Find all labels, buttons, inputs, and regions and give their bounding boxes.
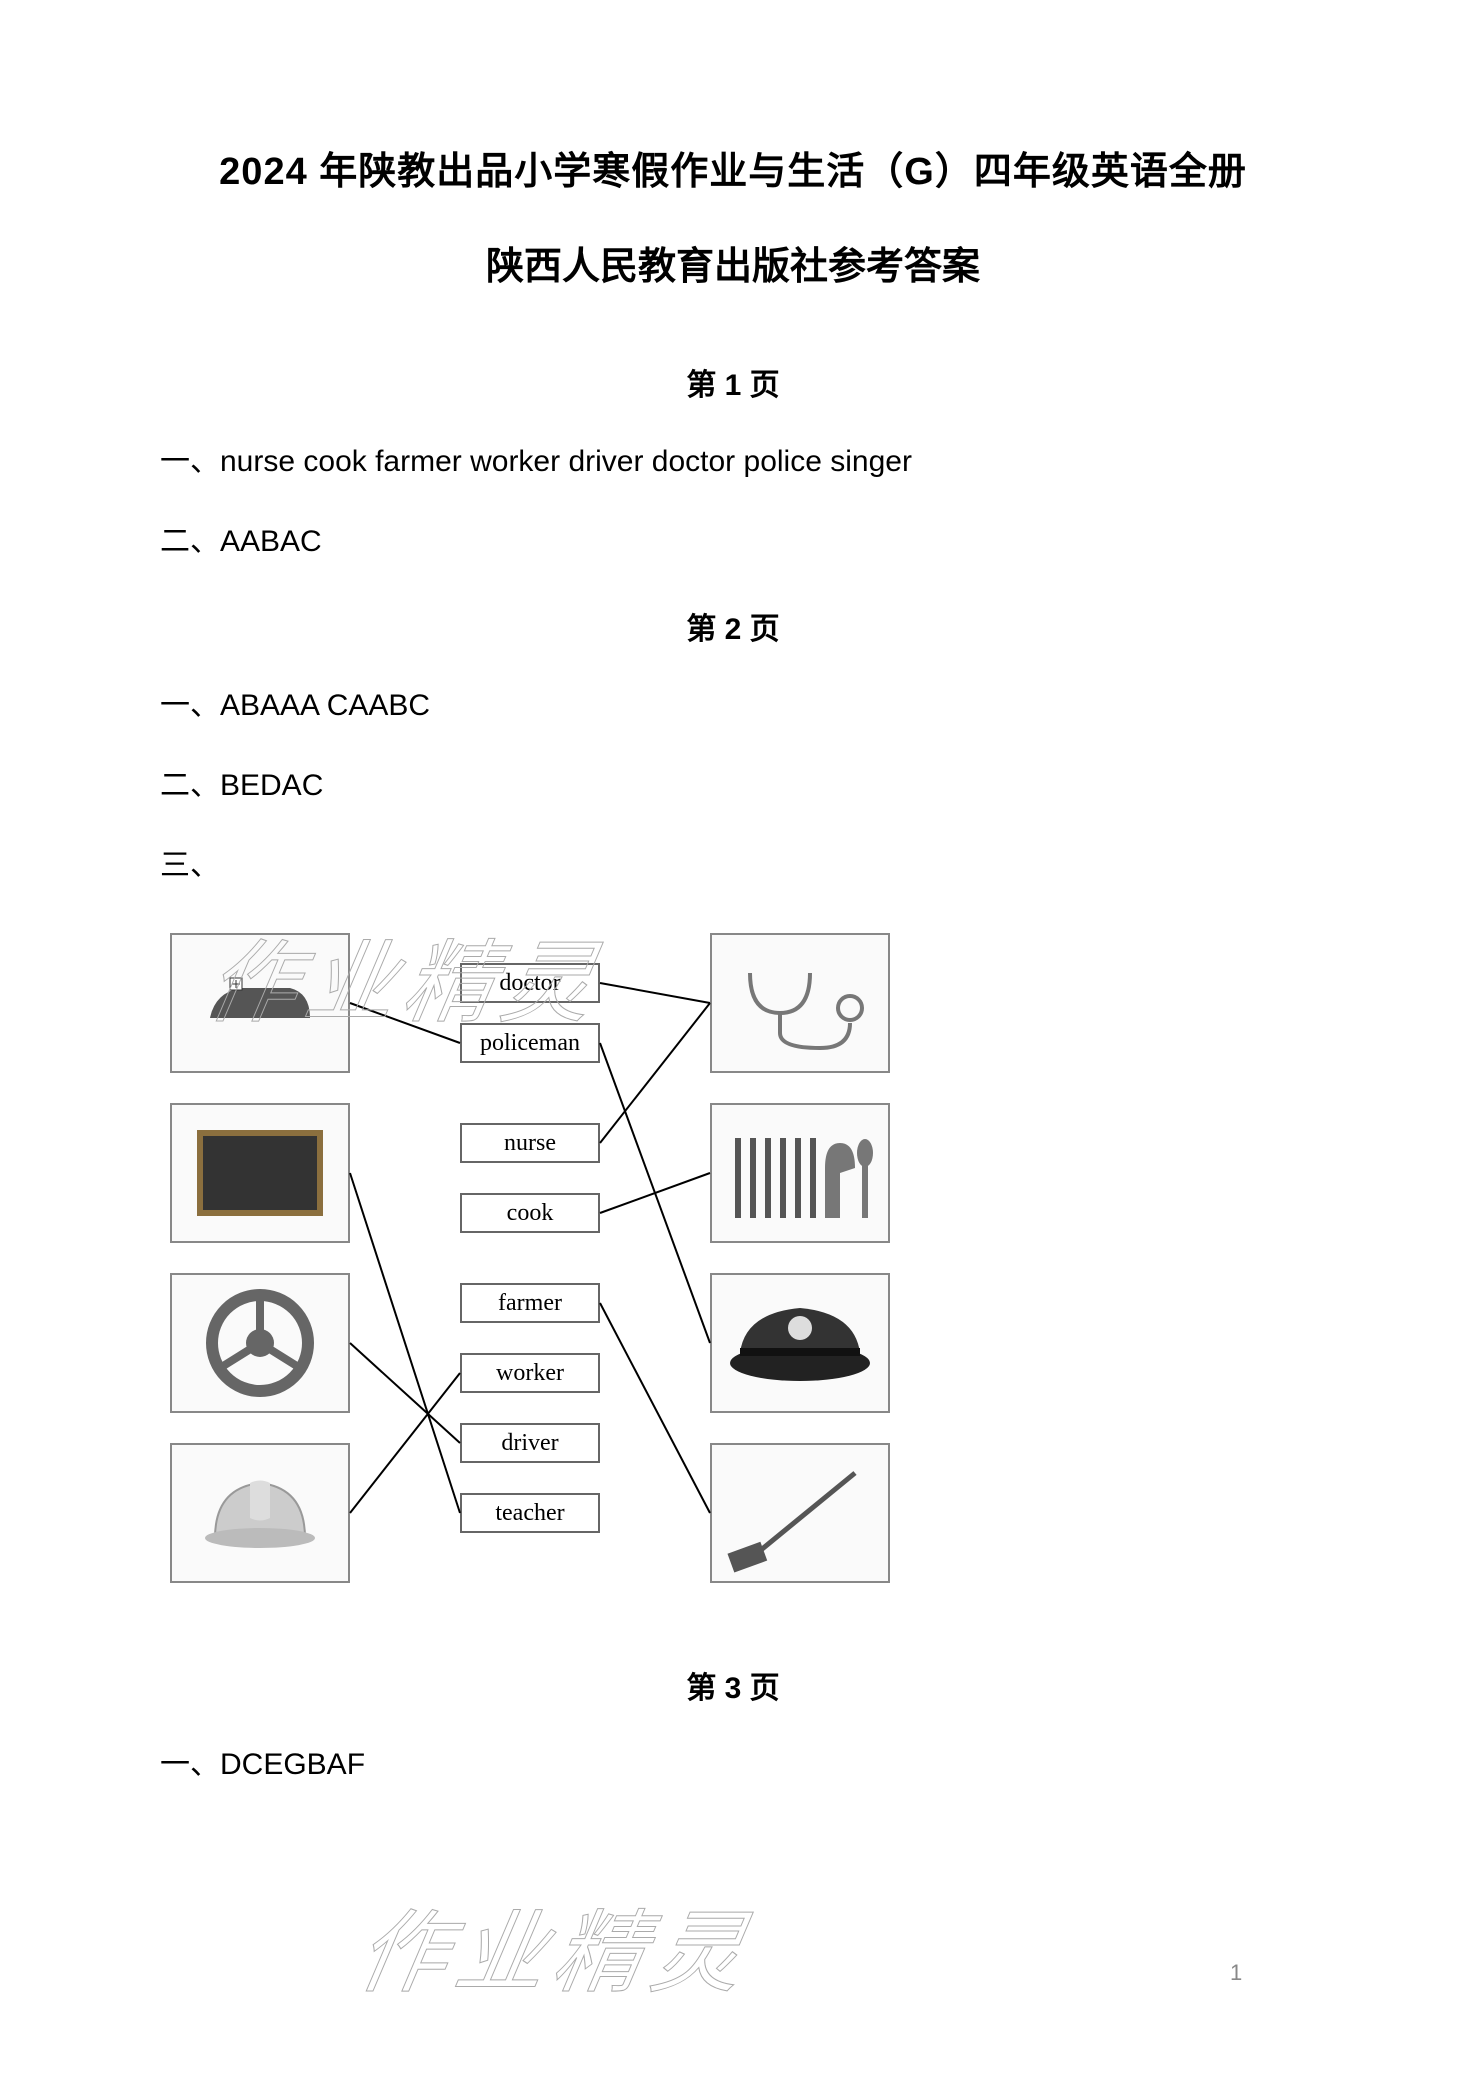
utensils-icon: [725, 1118, 875, 1228]
img-box-helmet: [170, 1443, 350, 1583]
stethoscope-icon: [730, 953, 870, 1053]
word-box-cook: cook: [460, 1193, 600, 1233]
car-icon: [200, 968, 320, 1038]
img-box-wheel: [170, 1273, 350, 1413]
word-box-worker: worker: [460, 1353, 600, 1393]
page1-answer1: 一、nurse cook farmer worker driver doctor…: [160, 439, 1306, 484]
word-box-nurse: nurse: [460, 1123, 600, 1163]
matching-diagram: doctor policeman nurse cook farmer worker driv…: [160, 923, 940, 1623]
watermark-2: 作业精灵: [349, 1880, 764, 2010]
steering-wheel-icon: [205, 1288, 315, 1398]
page-number: 1: [1230, 1960, 1242, 1986]
img-box-hoe: [710, 1443, 890, 1583]
word-box-doctor: doctor: [460, 963, 600, 1003]
blackboard-icon: [195, 1128, 325, 1218]
title-sub: 陕西人民教育出版社参考答案: [160, 235, 1306, 290]
word-box-teacher: teacher: [460, 1493, 600, 1533]
word-box-farmer: farmer: [460, 1283, 600, 1323]
page2-answer2: 二、BEDAC: [160, 763, 1306, 808]
word-box-policeman: policeman: [460, 1023, 600, 1063]
img-box-police-hat: [710, 1273, 890, 1413]
hoe-icon: [725, 1453, 875, 1573]
page2-heading: 第 2 页: [160, 604, 1306, 648]
page3-answer1: 一、DCEGBAF: [160, 1742, 1306, 1787]
img-box-blackboard: [170, 1103, 350, 1243]
page1-answer2: 二、AABAC: [160, 519, 1306, 564]
img-box-stethoscope: [710, 933, 890, 1073]
page2-answer1: 一、ABAAA CAABC: [160, 683, 1306, 728]
page1-heading: 第 1 页: [160, 360, 1306, 404]
word-box-driver: driver: [460, 1423, 600, 1463]
img-box-utensils: [710, 1103, 890, 1243]
img-box-car: [170, 933, 350, 1073]
page2-answer3: 三、: [160, 843, 1306, 888]
page3-heading: 第 3 页: [160, 1663, 1306, 1707]
police-hat-icon: [725, 1293, 875, 1393]
title-main: 2024 年陕教出品小学寒假作业与生活（G）四年级英语全册: [160, 140, 1306, 195]
helmet-icon: [200, 1468, 320, 1558]
